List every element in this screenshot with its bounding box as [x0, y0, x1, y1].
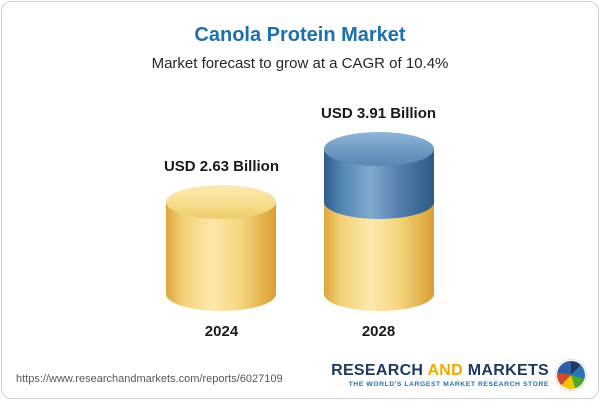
- cylinder-2028-cap: [323, 131, 434, 166]
- chart-title: Canola Protein Market: [194, 24, 406, 46]
- category-label-2024: 2024: [204, 323, 239, 340]
- logo-wordmark: RESEARCH AND MARKETS: [331, 362, 549, 380]
- logo-word-and: AND: [427, 361, 464, 379]
- chart-subtitle: Market forecast to grow at a CAGR of 10.…: [151, 55, 449, 72]
- cylinder-2024: [166, 184, 277, 311]
- cylinder-2024-body: [166, 201, 277, 311]
- globe-icon: [556, 360, 586, 390]
- bar-group-2024: USD 2.63 Billion 2024: [164, 158, 279, 340]
- value-label-2028: USD 3.91 Billion: [321, 104, 437, 122]
- footer-url: https://www.researchandmarkets.com/repor…: [16, 373, 283, 385]
- logo-word-markets: MARKETS: [467, 361, 549, 379]
- research-and-markets-logo: RESEARCH AND MARKETS THE WORLD'S LARGEST…: [331, 360, 586, 390]
- cylinder-2024-cap: [166, 184, 277, 219]
- logo-tagline: THE WORLD'S LARGEST MARKET RESEARCH STOR…: [348, 381, 549, 389]
- cylinder-2028-base-segment: [323, 201, 434, 311]
- cylinder-2028: [323, 131, 434, 311]
- category-label-2028: 2028: [361, 323, 396, 340]
- bar-chart: USD 2.63 Billion 2024 USD 3.91 Billion 2…: [2, 105, 598, 340]
- bar-group-2028: USD 3.91 Billion 2028: [321, 105, 436, 340]
- logo-word-research: RESEARCH: [331, 361, 424, 379]
- value-label-2024: USD 2.63 Billion: [163, 157, 279, 175]
- logo-text: RESEARCH AND MARKETS THE WORLD'S LARGEST…: [331, 362, 549, 389]
